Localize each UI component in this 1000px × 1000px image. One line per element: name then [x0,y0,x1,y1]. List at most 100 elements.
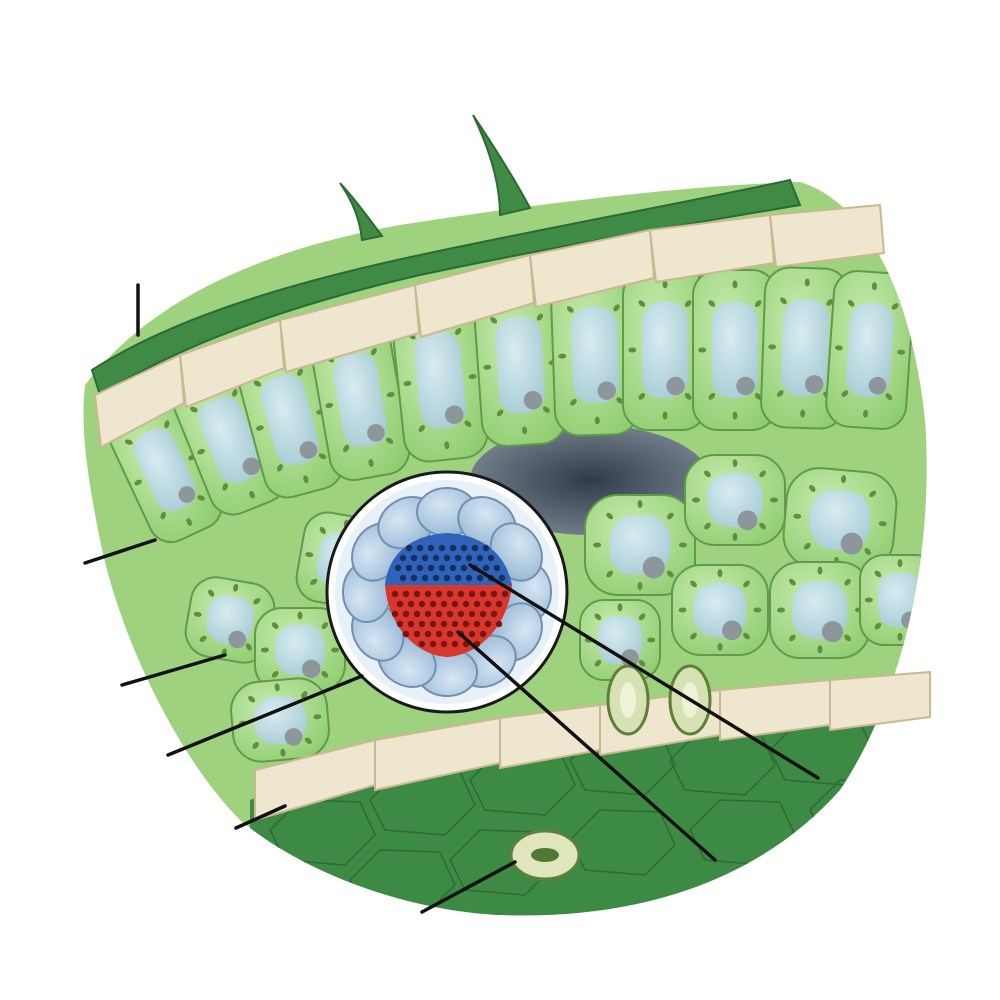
phloem-sieve-tube [451,620,459,628]
phloem-sieve-tube [446,610,454,618]
xylem-vessel [460,544,468,552]
phloem-sieve-tube [457,590,465,598]
vascular-bundle [325,470,569,714]
leader-spongy [120,653,227,687]
xylem-vessel [482,544,490,552]
epidermis-cell [279,284,420,373]
guard-cells [606,664,712,736]
phloem-sieve-tube [418,620,426,628]
epidermis-cell [769,204,885,268]
xylem-vessel [498,574,506,582]
spongy-cell [671,564,769,656]
xylem-vessel [438,544,446,552]
phloem-sieve-tube [484,620,492,628]
xylem-vessel [454,554,462,562]
xylem-vessel [493,564,501,572]
lower-epidermis-cell [829,670,931,732]
phloem-sieve-tube [396,620,404,628]
epidermis-cell [94,354,185,448]
phloem-sieve-tube [396,600,404,608]
xylem-vessel [394,564,402,572]
phloem-sieve-tube [446,630,454,638]
phloem-sieve-tube [462,600,470,608]
phloem-sieve-tube [440,640,448,648]
epidermal-plate [569,809,676,876]
trichome [339,182,384,242]
cuticle [90,178,802,397]
xylem-vessel [410,554,418,562]
phloem-sieve-tube [479,610,487,618]
upper-epidermis [94,204,885,448]
phloem-sieve-tube [424,590,432,598]
phloem-sieve-tube [402,590,410,598]
phloem-sieve-tube [424,630,432,638]
phloem-sieve-tube [490,610,498,618]
phloem-sieve-tube [479,590,487,598]
xylem-vessel [405,564,413,572]
xylem-vessel [449,564,457,572]
xylem-vessel [465,554,473,562]
stoma [509,829,581,881]
xylem-vessel [427,564,435,572]
xylem-vessel [399,554,407,562]
phloem-sieve-tube [484,600,492,608]
phloem-sieve-tube [413,610,421,618]
phloem-sieve-tube [490,590,498,598]
phloem-sieve-tube [413,590,421,598]
epidermis-cell [179,319,285,408]
phloem-sieve-tube [424,610,432,618]
phloem-sieve-tube [429,620,437,628]
xylem-vessel [421,574,429,582]
phloem-sieve-tube [435,610,443,618]
phloem-sieve-tube [402,630,410,638]
xylem-vessel [471,544,479,552]
phloem-sieve-tube [429,600,437,608]
phloem-sieve-tube [435,630,443,638]
leader-palisade [83,538,157,565]
spongy-cell [769,561,871,659]
palisade-cell [825,270,915,430]
xylem-vessel [465,574,473,582]
phloem-sieve-tube [413,630,421,638]
xylem-vessel [416,544,424,552]
phloem-sieve-tube [402,610,410,618]
xylem-vessel [438,564,446,572]
xylem-vessel [476,554,484,562]
phloem-sieve-tube [468,610,476,618]
spongy-cell [230,677,330,763]
phloem-sieve-tube [468,630,476,638]
xylem-vessel [482,564,490,572]
phloem-sieve-tube [446,590,454,598]
xylem-vessel [427,544,435,552]
xylem-vessel [487,554,495,562]
palisade-cell [391,297,489,463]
spongy-cell [859,554,927,646]
phloem-sieve-tube [473,620,481,628]
epidermis-cell [529,229,655,308]
epidermis-cell [414,254,535,338]
phloem-sieve-tube [451,600,459,608]
phloem-sieve-tube [418,640,426,648]
spongy-cell [584,494,696,596]
leader-bundle-sheath [166,674,364,757]
phloem-sieve-tube [435,590,443,598]
xylem-vessel [432,554,440,562]
phloem-sieve-tube [457,610,465,618]
xylem-vessel [443,554,451,562]
leader-phloem [456,630,717,862]
trichome [472,114,532,217]
xylem-vessel [399,574,407,582]
xylem-vessel [449,544,457,552]
spongy-cell [684,454,786,546]
xylem-vessel [476,574,484,582]
palisade-cell [309,319,411,481]
phloem-sieve-tube [468,590,476,598]
epidermis-cell [649,214,775,283]
phloem-sieve-tube [440,620,448,628]
xylem-vessel [421,554,429,562]
leader-stoma [420,860,517,914]
phloem [385,585,512,657]
phloem-sieve-tube [501,590,509,598]
